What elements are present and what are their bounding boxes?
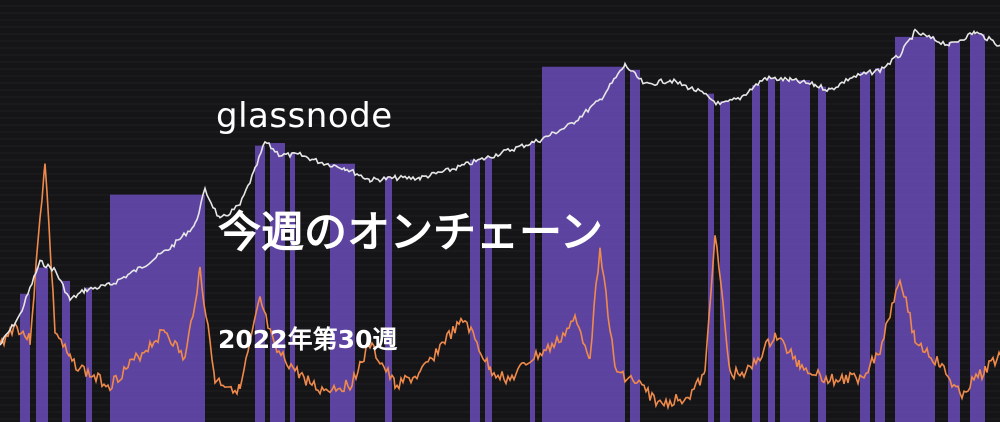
metric-line <box>0 163 1000 411</box>
highlight-band <box>330 163 355 422</box>
highlight-band <box>768 78 775 422</box>
highlight-band <box>875 68 885 422</box>
highlight-band <box>270 143 285 422</box>
highlight-band <box>110 194 205 422</box>
highlight-band <box>255 145 265 422</box>
highlight-band <box>860 71 870 422</box>
highlight-band <box>818 86 826 422</box>
price-line <box>0 28 1000 346</box>
highlight-band <box>708 93 714 422</box>
highlight-band <box>630 69 640 422</box>
highlight-band <box>470 159 480 422</box>
chart-highlight-bands <box>20 34 985 422</box>
chart-gridlines <box>0 5 1000 420</box>
highlight-band <box>485 157 492 422</box>
highlight-band <box>86 287 92 422</box>
highlight-band <box>36 267 48 422</box>
highlight-band <box>970 34 985 422</box>
highlight-band <box>895 36 935 422</box>
page-title: 今週のオンチェーン <box>218 208 603 258</box>
highlight-band <box>385 176 392 422</box>
highlight-band <box>542 66 625 422</box>
highlight-band <box>752 85 760 422</box>
highlight-band <box>720 101 730 422</box>
brand-logo-text: glassnode <box>216 96 393 136</box>
highlight-band <box>948 42 960 422</box>
page-subtitle: 2022年第30週 <box>218 325 398 354</box>
highlight-band <box>20 293 30 422</box>
highlight-band <box>780 80 810 422</box>
highlight-band <box>530 142 535 422</box>
highlight-band <box>290 152 295 422</box>
